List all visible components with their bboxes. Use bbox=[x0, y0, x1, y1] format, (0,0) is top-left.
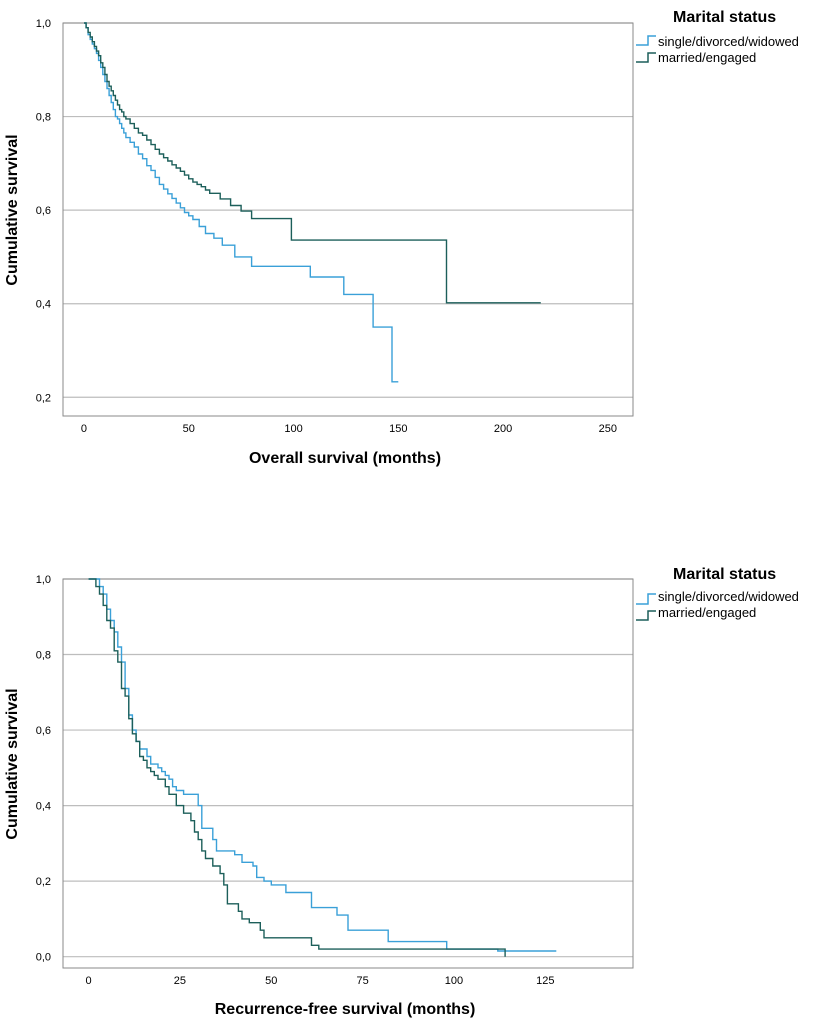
y-tick-label: 0,2 bbox=[36, 392, 51, 404]
legend-label-single: single/divorced/widowed bbox=[658, 589, 799, 604]
legend-label-married: married/engaged bbox=[658, 50, 756, 65]
x-tick-label: 200 bbox=[494, 423, 512, 435]
x-tick-label: 150 bbox=[389, 423, 407, 435]
legend-swatch-married bbox=[636, 610, 656, 621]
x-tick-label: 50 bbox=[183, 423, 195, 435]
x-tick-label: 100 bbox=[445, 975, 463, 987]
y-tick-label: 0,4 bbox=[36, 801, 51, 813]
y-tick-label: 0,0 bbox=[36, 952, 51, 964]
legend: Marital status single/divorced/widowed m… bbox=[636, 9, 799, 65]
survival-curves bbox=[84, 22, 541, 383]
plot-frame bbox=[62, 22, 634, 417]
y-tick-label: 0,6 bbox=[36, 725, 51, 737]
x-axis-title: Overall survival (months) bbox=[249, 450, 441, 467]
plot-frame bbox=[62, 578, 634, 969]
x-tick-label: 50 bbox=[265, 975, 277, 987]
legend-swatch-single bbox=[636, 35, 656, 46]
x-tick-labels: 0 25 50 75 100 125 bbox=[86, 975, 555, 987]
survival-curves bbox=[88, 578, 557, 957]
x-tick-label: 0 bbox=[86, 975, 92, 987]
x-tick-labels: 0 50 100 150 200 250 bbox=[81, 423, 617, 435]
y-tick-label: 1,0 bbox=[36, 574, 51, 586]
x-tick-label: 100 bbox=[284, 423, 302, 435]
y-tick-label: 0,6 bbox=[36, 205, 51, 217]
x-tick-label: 250 bbox=[599, 423, 617, 435]
series-line-single bbox=[88, 578, 557, 952]
legend-label-single: single/divorced/widowed bbox=[658, 34, 799, 49]
y-tick-label: 0,4 bbox=[36, 299, 51, 311]
recurrence-free-survival-chart: 0,0 0,2 0,4 0,6 0,8 1,0 0 25 50 75 100 125 Recurre… bbox=[4, 566, 799, 1018]
y-tick-label: 1,0 bbox=[36, 18, 51, 30]
grid-lines bbox=[63, 22, 633, 398]
y-axis-title: Cumulative survival bbox=[4, 688, 21, 839]
y-tick-label: 0,8 bbox=[36, 650, 51, 662]
legend-title: Marital status bbox=[673, 566, 776, 583]
x-tick-label: 125 bbox=[536, 975, 554, 987]
legend-swatch-married bbox=[636, 52, 656, 63]
series-line-married bbox=[84, 22, 541, 304]
y-tick-labels: 0,0 0,2 0,4 0,6 0,8 1,0 bbox=[36, 574, 51, 964]
x-axis-title: Recurrence-free survival (months) bbox=[215, 1001, 476, 1018]
legend: Marital status single/divorced/widowed m… bbox=[636, 566, 799, 621]
x-tick-label: 25 bbox=[174, 975, 186, 987]
y-tick-label: 0,8 bbox=[36, 112, 51, 124]
x-tick-label: 0 bbox=[81, 423, 87, 435]
legend-swatch-single bbox=[636, 593, 656, 605]
y-axis-title: Cumulative survival bbox=[4, 134, 21, 285]
y-tick-label: 0,2 bbox=[36, 876, 51, 888]
x-tick-label: 75 bbox=[356, 975, 368, 987]
series-line-single bbox=[84, 22, 399, 383]
y-tick-labels: 0,2 0,4 0,6 0,8 1,0 bbox=[36, 18, 51, 404]
legend-title: Marital status bbox=[673, 9, 776, 26]
legend-label-married: married/engaged bbox=[658, 605, 756, 620]
overall-survival-chart: 0,2 0,4 0,6 0,8 1,0 0 50 100 150 200 250 Overall … bbox=[4, 9, 799, 467]
series-line-married bbox=[88, 578, 506, 957]
